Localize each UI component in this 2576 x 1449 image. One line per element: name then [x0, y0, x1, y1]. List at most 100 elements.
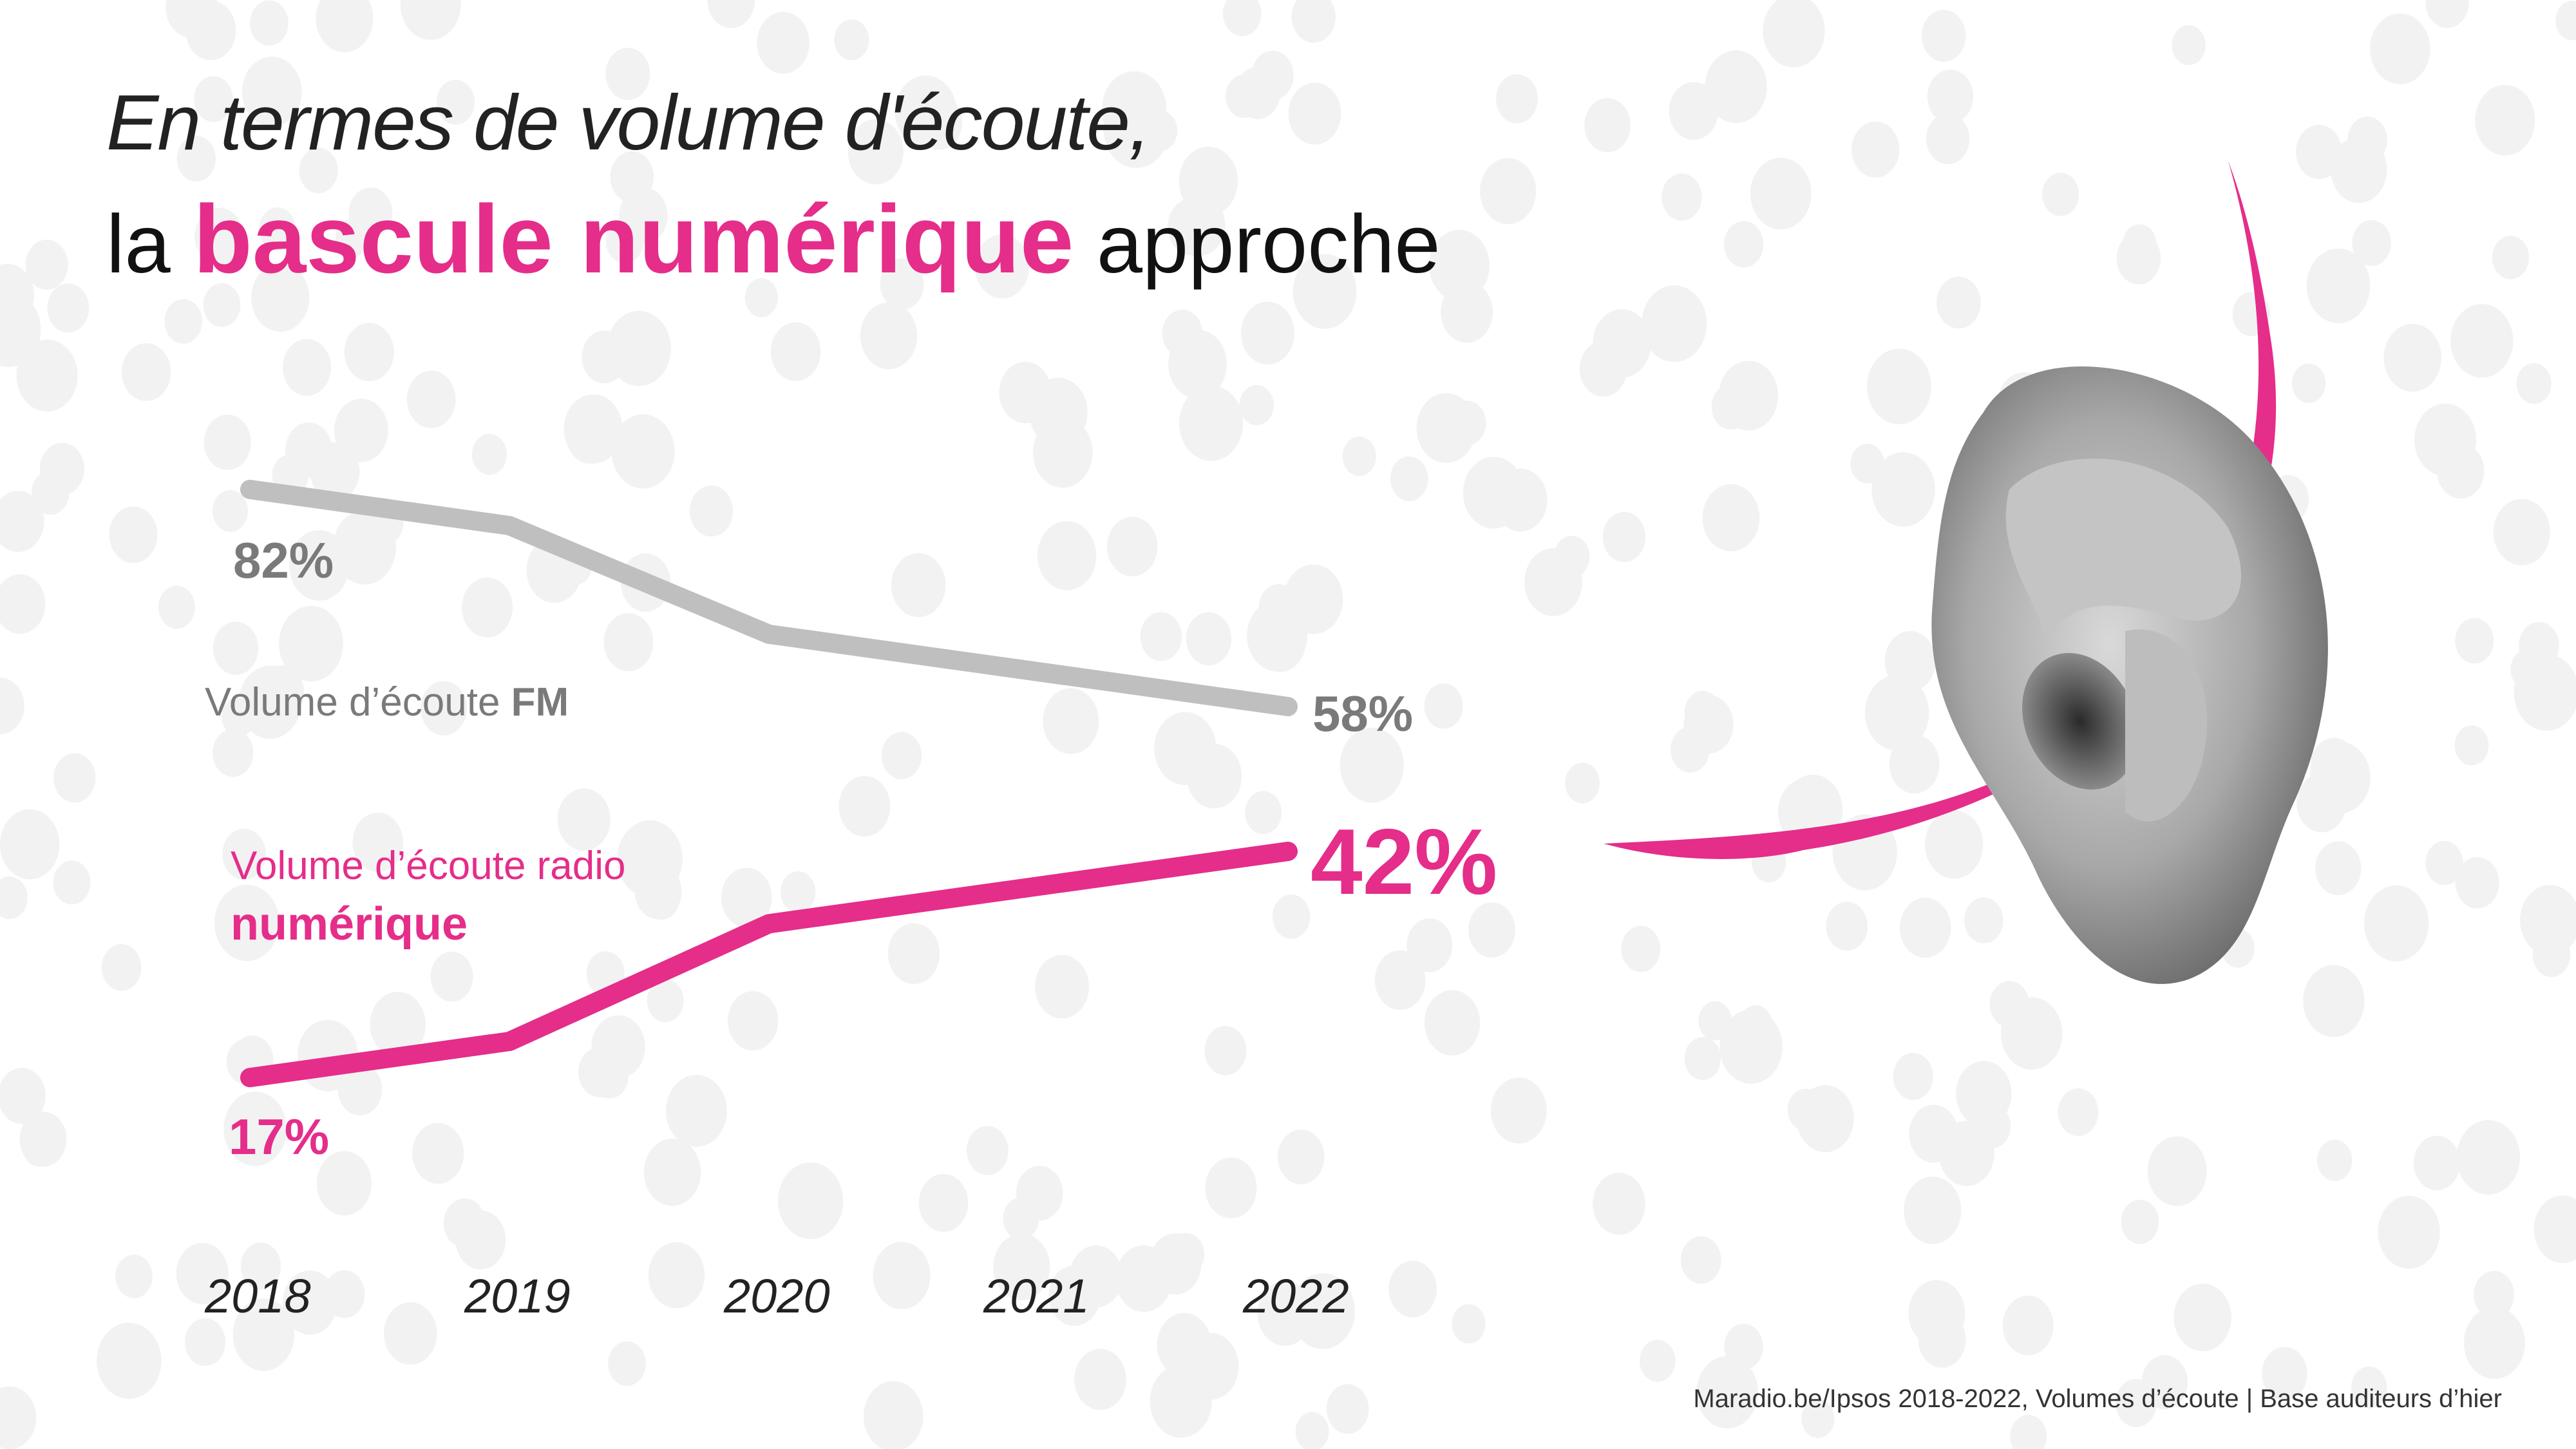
background-dot: [1295, 1412, 1329, 1449]
background-dot: [213, 728, 254, 777]
background-dot: [666, 1075, 727, 1147]
background-dot: [194, 76, 233, 122]
background-dot: [1826, 902, 1868, 951]
background-dot: [184, 1318, 226, 1367]
background-dot: [1429, 229, 1490, 301]
background-dot: [2121, 1199, 2159, 1244]
background-dot: [1016, 1166, 1063, 1221]
x-tick-2021: 2021: [983, 1269, 1090, 1323]
background-dot: [1035, 954, 1090, 1019]
background-dot: [2475, 84, 2535, 156]
background-dot: [1255, 612, 1306, 672]
background-dot: [344, 323, 394, 382]
background-dot: [2262, 1347, 2307, 1401]
background-dot: [0, 677, 24, 734]
background-dot: [222, 828, 266, 880]
fm-legend-bold: FM: [511, 680, 569, 724]
title-line-2: la bascule numérique approche: [106, 184, 1441, 295]
background-dot: [1424, 990, 1481, 1056]
background-dot: [2474, 1271, 2514, 1319]
background-dot: [2493, 498, 2550, 565]
background-dot: [1424, 683, 1463, 729]
background-dot: [1226, 74, 1263, 118]
background-dot: [915, 95, 963, 150]
background-dot: [421, 681, 468, 736]
background-dot: [1669, 82, 1718, 140]
background-dot: [316, 0, 374, 53]
background-dot: [430, 951, 473, 1002]
background-dot: [1480, 158, 1537, 224]
background-dot: [279, 605, 343, 682]
background-dot: [566, 410, 612, 464]
fm-start-label: 82%: [233, 532, 334, 589]
background-dot: [1850, 444, 1884, 484]
background-dot: [1140, 612, 1182, 661]
background-dot: [591, 1015, 645, 1079]
background-dot: [2378, 1195, 2440, 1269]
background-dot: [212, 489, 249, 532]
background-dot: [1899, 898, 1951, 958]
background-dot: [176, 1242, 229, 1305]
background-dot: [707, 0, 755, 28]
background-dot: [2352, 220, 2391, 266]
background-dot: [1463, 457, 1524, 529]
background-dot: [0, 574, 46, 634]
background-dot: [1168, 1233, 1205, 1276]
background-dot: [53, 860, 91, 905]
background-dot: [203, 283, 241, 327]
background-dot: [1724, 221, 1764, 268]
background-dot: [770, 322, 821, 381]
background-dot: [1904, 1176, 1962, 1244]
background-dot: [1593, 309, 1651, 378]
background-dot: [250, 0, 289, 46]
background-dot: [1553, 535, 1590, 578]
background-dot: [1696, 1356, 1758, 1429]
digital-legend-text: Volume d’écoute radio: [231, 844, 626, 888]
background-dot: [838, 775, 891, 837]
background-dot: [282, 339, 332, 396]
background-dot: [2002, 1295, 2054, 1356]
background-dot: [2383, 323, 2442, 392]
background-dot: [1293, 254, 1357, 329]
background-dot: [999, 361, 1052, 424]
background-dot: [1925, 810, 1984, 879]
fm-series-line: [240, 480, 1298, 717]
background-dot: [240, 1242, 281, 1290]
title-prefix: la: [106, 198, 171, 290]
background-dot: [2463, 1307, 2525, 1379]
background-dot: [1927, 70, 1974, 124]
x-tick-2019: 2019: [464, 1269, 571, 1323]
background-dot: [2116, 232, 2161, 285]
background-dot: [25, 240, 68, 290]
background-dot: [993, 1233, 1050, 1301]
background-dot: [2492, 236, 2530, 279]
background-dot: [1388, 1260, 1437, 1318]
x-tick-2018: 2018: [205, 1269, 311, 1323]
background-dot: [213, 621, 259, 676]
background-dot: [1680, 1236, 1721, 1284]
background-dot: [2533, 1195, 2576, 1264]
background-dot: [1390, 456, 1428, 501]
background-dot: [1801, 1399, 1835, 1438]
background-dot: [966, 1126, 1009, 1175]
background-dot: [727, 990, 779, 1051]
background-dot: [1340, 727, 1404, 803]
background-dot: [608, 1341, 646, 1386]
background-dot: [974, 234, 1030, 299]
background-dot: [16, 339, 78, 412]
background-dot: [337, 1063, 383, 1115]
background-dot: [647, 979, 684, 1023]
background-dot: [1101, 71, 1167, 147]
background-dot: [1326, 1384, 1369, 1434]
background-dot: [101, 944, 142, 991]
background-dot: [194, 207, 244, 265]
background-dot: [1893, 1052, 1933, 1100]
background-dot: [918, 1173, 969, 1232]
background-dot: [2532, 932, 2571, 978]
background-dot: [1406, 918, 1453, 972]
background-dot: [1926, 113, 1970, 165]
background-dot: [2351, 1366, 2387, 1409]
background-dot: [2413, 1135, 2460, 1191]
background-dot: [2010, 1414, 2047, 1449]
background-dot: [176, 136, 216, 182]
